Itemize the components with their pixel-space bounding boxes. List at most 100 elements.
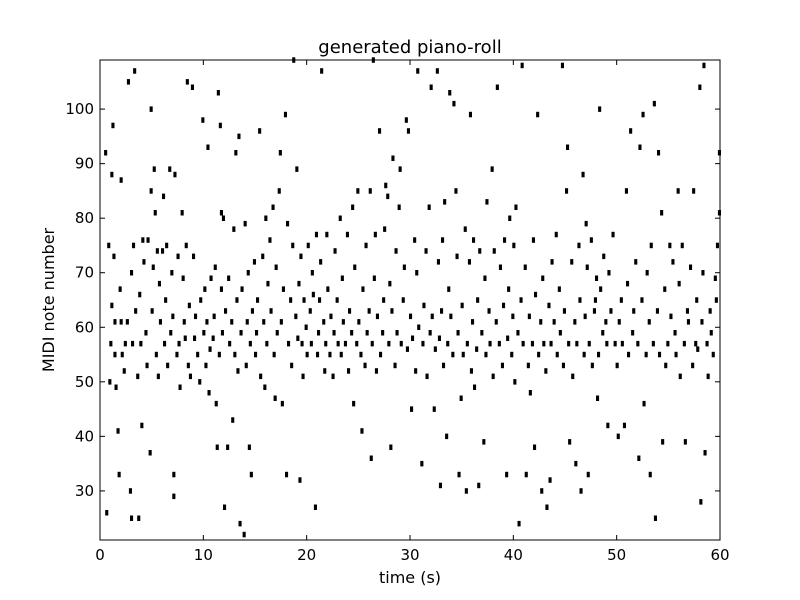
note-mark [674,351,678,358]
note-mark [420,460,424,467]
ticks-layer: 0 10 20 30 40 50 60 30 40 50 60 70 80 90 100 [65,60,730,564]
note-mark [512,242,516,249]
note-mark [511,313,515,320]
note-mark [641,111,645,118]
note-mark [207,390,211,396]
note-mark [593,297,597,303]
note-mark [126,79,130,85]
note-mark [146,237,150,243]
note-mark [367,308,371,314]
note-mark [611,231,615,238]
note-mark [240,286,244,292]
note-mark [698,84,702,90]
note-mark [500,362,504,369]
note-mark [245,319,249,325]
note-mark [289,297,293,303]
note-mark [547,302,551,309]
note-mark [252,259,256,265]
note-mark [702,62,706,69]
note-mark [128,488,132,494]
note-mark [554,231,558,238]
note-mark [562,308,566,314]
note-mark [615,362,619,369]
note-mark [181,275,185,281]
note-mark [435,68,439,74]
note-mark [113,319,117,325]
y-tick-label: 60 [75,318,94,336]
note-mark [395,330,399,336]
note-mark [579,488,583,494]
note-mark [353,264,357,270]
note-mark [155,248,159,254]
note-mark [649,242,653,249]
note-mark [359,351,363,358]
note-mark [250,308,254,314]
note-mark [640,297,644,303]
note-mark [541,275,545,281]
note-mark [184,242,188,249]
note-mark [577,242,581,249]
note-mark [601,330,605,336]
note-mark [211,335,215,341]
x-tick-label: 0 [95,546,105,564]
note-mark [606,422,610,429]
note-mark [516,330,520,336]
note-mark [683,439,687,445]
note-mark [464,488,468,494]
note-mark [232,226,236,232]
note-mark [203,286,207,292]
note-mark [218,122,222,129]
note-mark [461,351,465,358]
note-mark [416,68,420,74]
note-mark [668,242,672,249]
note-mark [715,242,719,249]
note-mark [286,220,290,227]
note-mark [173,171,177,178]
note-mark [503,237,507,243]
note-mark [310,270,314,276]
note-mark [374,368,378,374]
note-mark [338,215,342,221]
note-mark [185,79,189,85]
note-mark [705,340,709,347]
note-mark [487,308,491,314]
note-mark [162,193,166,200]
note-mark [239,330,243,336]
note-mark [120,351,124,358]
note-mark [507,286,511,292]
note-mark [691,362,695,369]
note-mark [555,351,559,358]
note-mark [448,90,452,96]
note-mark [164,297,168,303]
note-mark [194,313,198,320]
note-mark [653,515,657,521]
y-tick-label: 90 [75,155,94,173]
note-mark [238,520,242,527]
y-tick-label: 40 [75,427,94,445]
note-mark [605,340,609,347]
note-mark [332,330,336,336]
note-mark [701,270,705,276]
note-mark [388,280,392,287]
note-mark [352,400,356,407]
note-mark [490,166,494,172]
note-mark [622,422,626,429]
x-tick-label: 20 [297,546,316,564]
note-mark [378,128,382,134]
note-mark [152,166,156,172]
note-mark [230,319,234,325]
note-mark [283,111,287,118]
note-mark [287,340,291,347]
note-mark [590,362,594,369]
note-mark [393,362,397,369]
y-tick-label: 100 [65,100,94,118]
note-mark [676,188,680,194]
note-mark [578,297,582,303]
note-mark [261,253,265,260]
note-mark [228,340,232,347]
note-mark [645,270,649,276]
note-mark [141,237,145,243]
note-mark [149,188,153,194]
note-mark [692,188,696,194]
note-mark [223,504,227,510]
